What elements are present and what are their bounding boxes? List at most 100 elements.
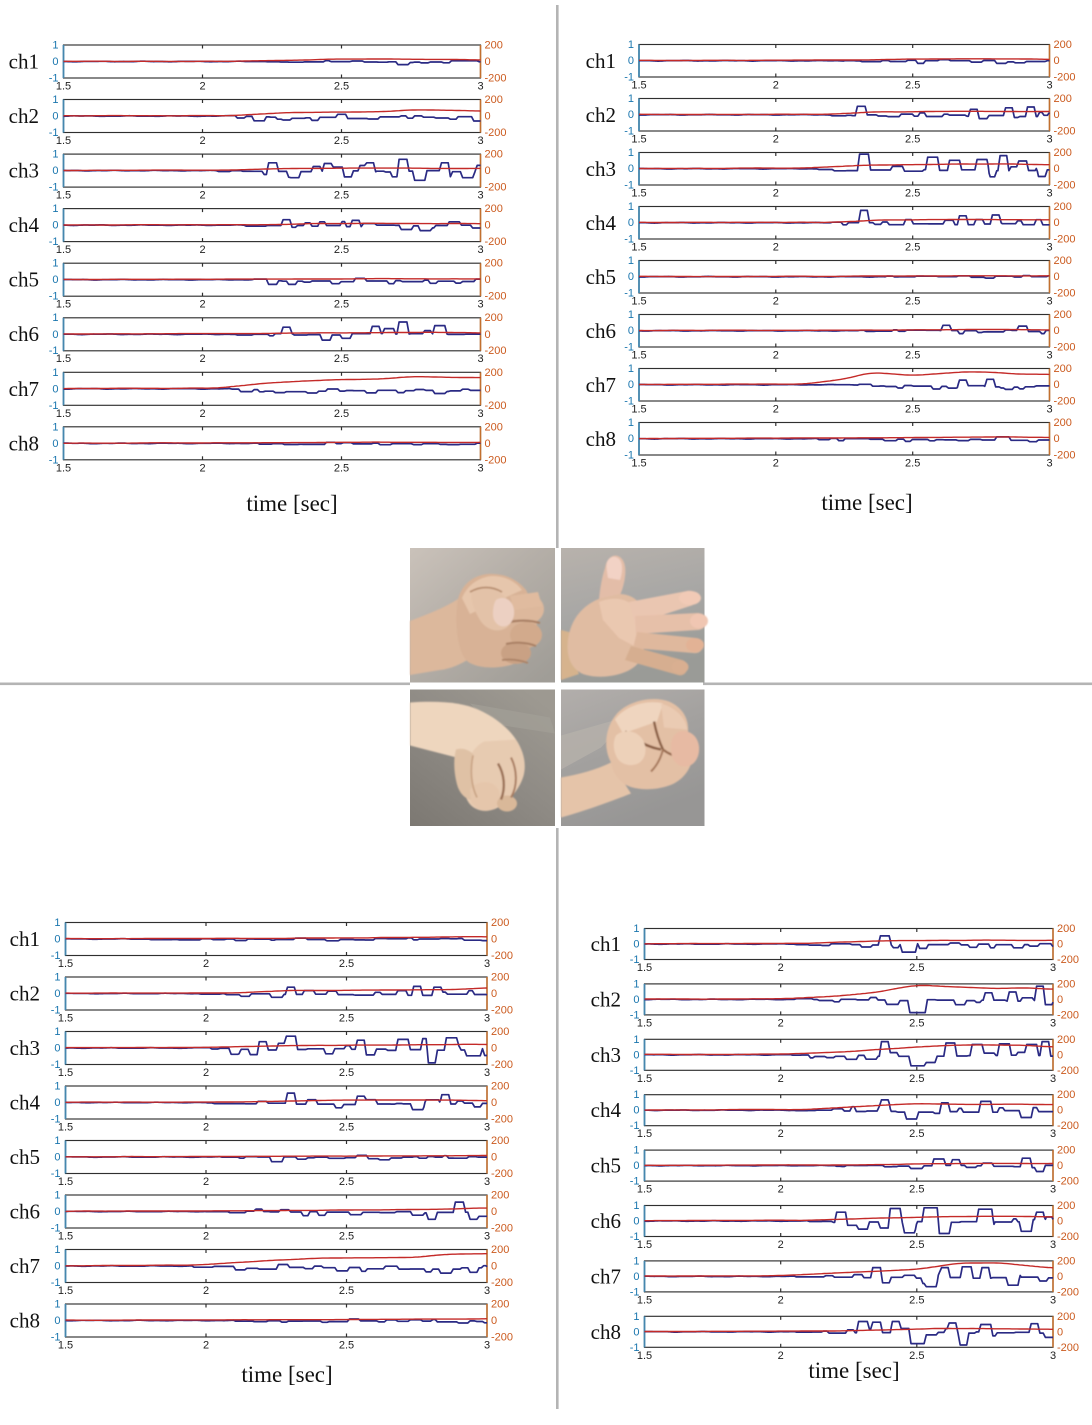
svg-text:1.5: 1.5: [56, 135, 71, 147]
svg-text:2: 2: [203, 1067, 209, 1079]
svg-text:-1: -1: [624, 342, 634, 354]
svg-text:200: 200: [491, 1081, 509, 1093]
svg-text:-1: -1: [624, 180, 634, 192]
svg-text:0: 0: [54, 1097, 60, 1109]
svg-text:2: 2: [199, 299, 205, 311]
svg-text:200: 200: [1057, 1145, 1075, 1157]
svg-text:-200: -200: [485, 73, 507, 85]
svg-text:0: 0: [628, 163, 634, 175]
svg-text:-1: -1: [51, 1277, 61, 1289]
svg-text:1: 1: [52, 203, 58, 215]
svg-text:0: 0: [1054, 109, 1060, 121]
svg-text:1.5: 1.5: [58, 1285, 73, 1297]
svg-text:2: 2: [203, 1122, 209, 1134]
svg-text:0: 0: [633, 1105, 639, 1117]
svg-text:200: 200: [1054, 201, 1072, 213]
svg-text:1: 1: [54, 1190, 60, 1202]
svg-text:0: 0: [485, 111, 491, 123]
svg-text:2.5: 2.5: [334, 135, 349, 147]
svg-text:-200: -200: [485, 345, 507, 357]
svg-text:-200: -200: [485, 291, 507, 303]
svg-text:3: 3: [1046, 350, 1052, 362]
svg-text:-1: -1: [51, 1114, 61, 1126]
svg-text:200: 200: [485, 203, 503, 215]
svg-text:1.5: 1.5: [56, 299, 71, 311]
svg-text:3: 3: [1050, 1239, 1056, 1251]
svg-text:-200: -200: [1057, 1065, 1079, 1077]
svg-text:0: 0: [491, 1315, 497, 1327]
svg-text:1.5: 1.5: [58, 1231, 73, 1243]
svg-text:-1: -1: [630, 954, 640, 966]
svg-text:2: 2: [199, 190, 205, 202]
svg-text:-200: -200: [485, 127, 507, 139]
svg-text:0: 0: [633, 1049, 639, 1061]
svg-text:0: 0: [633, 1271, 639, 1283]
svg-text:1: 1: [54, 1299, 60, 1311]
svg-text:time [sec]: time [sec]: [808, 1358, 899, 1383]
svg-text:3: 3: [477, 244, 483, 256]
svg-text:0: 0: [491, 1206, 497, 1218]
svg-text:1.5: 1.5: [637, 1239, 652, 1251]
svg-text:1.5: 1.5: [56, 353, 71, 365]
svg-text:2: 2: [203, 1340, 209, 1352]
svg-text:200: 200: [485, 149, 503, 161]
svg-text:-1: -1: [51, 1168, 61, 1180]
svg-text:0: 0: [628, 433, 634, 445]
svg-text:3: 3: [1046, 80, 1052, 92]
svg-text:3: 3: [484, 1231, 490, 1243]
svg-text:1.5: 1.5: [631, 188, 646, 200]
svg-text:3: 3: [484, 1340, 490, 1352]
svg-text:200: 200: [1057, 923, 1075, 935]
svg-text:200: 200: [1054, 255, 1072, 267]
svg-text:-1: -1: [630, 1342, 640, 1354]
svg-text:ch8: ch8: [591, 1320, 621, 1344]
svg-text:2: 2: [203, 958, 209, 970]
svg-text:-200: -200: [485, 236, 507, 248]
svg-text:-200: -200: [485, 400, 507, 412]
svg-text:2.5: 2.5: [334, 353, 349, 365]
svg-text:2.5: 2.5: [905, 404, 920, 416]
svg-text:-1: -1: [49, 454, 59, 466]
svg-text:3: 3: [1050, 1017, 1056, 1029]
svg-text:200: 200: [491, 917, 509, 929]
svg-text:0: 0: [628, 271, 634, 283]
svg-text:ch3: ch3: [591, 1043, 621, 1067]
svg-text:1.5: 1.5: [631, 296, 646, 308]
svg-text:ch7: ch7: [586, 373, 616, 397]
svg-text:2: 2: [778, 1073, 784, 1085]
svg-text:1: 1: [633, 923, 639, 935]
svg-text:2.5: 2.5: [339, 1013, 354, 1025]
svg-text:ch1: ch1: [9, 50, 39, 74]
svg-text:-1: -1: [49, 182, 59, 194]
svg-text:2.5: 2.5: [339, 958, 354, 970]
svg-text:3: 3: [477, 81, 483, 93]
svg-text:200: 200: [485, 367, 503, 379]
svg-text:200: 200: [1057, 1311, 1075, 1323]
svg-text:2: 2: [773, 296, 779, 308]
svg-text:2: 2: [199, 353, 205, 365]
svg-text:0: 0: [628, 379, 634, 391]
svg-text:0: 0: [1057, 1326, 1063, 1338]
svg-text:0: 0: [52, 274, 58, 286]
svg-text:2.5: 2.5: [909, 1350, 924, 1362]
svg-text:2: 2: [203, 1013, 209, 1025]
svg-text:2.5: 2.5: [905, 242, 920, 254]
svg-text:200: 200: [485, 94, 503, 106]
svg-text:ch7: ch7: [9, 377, 39, 401]
svg-text:2: 2: [773, 404, 779, 416]
svg-text:0: 0: [1054, 163, 1060, 175]
svg-text:2: 2: [778, 1184, 784, 1196]
svg-text:0: 0: [628, 217, 634, 229]
svg-text:-1: -1: [624, 396, 634, 408]
svg-text:1: 1: [628, 309, 634, 321]
svg-text:ch1: ch1: [591, 932, 621, 956]
svg-text:ch1: ch1: [10, 927, 40, 951]
svg-text:-1: -1: [51, 1332, 61, 1344]
svg-text:3: 3: [1046, 134, 1052, 146]
svg-text:time [sec]: time [sec]: [246, 491, 337, 516]
svg-text:3: 3: [477, 135, 483, 147]
svg-text:0: 0: [52, 165, 58, 177]
svg-text:-1: -1: [49, 127, 59, 139]
svg-text:1.5: 1.5: [637, 1294, 652, 1306]
svg-text:0: 0: [491, 1043, 497, 1055]
